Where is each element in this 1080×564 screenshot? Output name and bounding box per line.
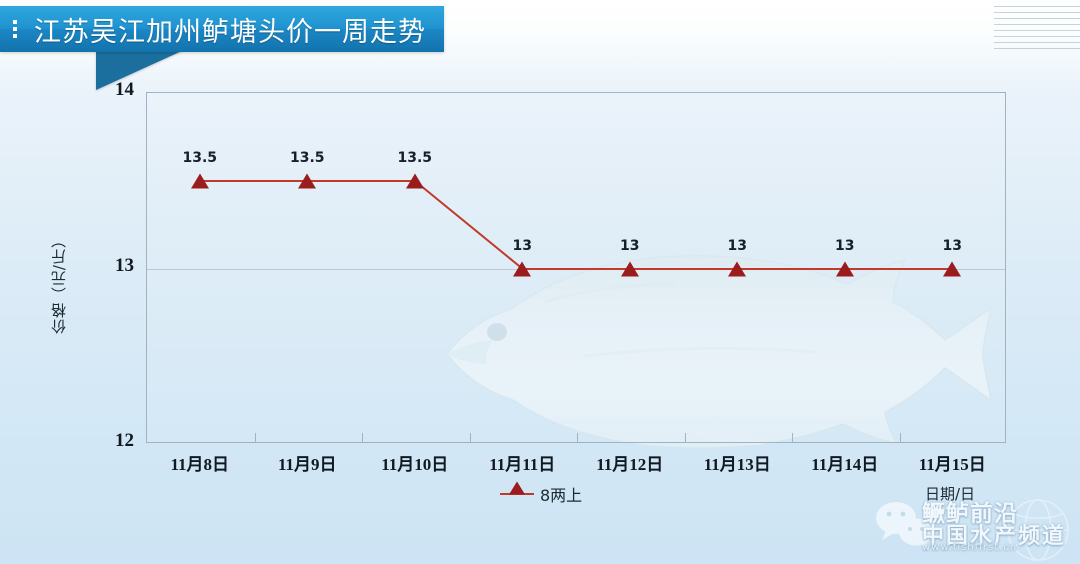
series-line-segment xyxy=(844,267,953,270)
x-axis-tick xyxy=(577,433,578,442)
data-point-marker[interactable] xyxy=(835,261,854,276)
x-axis-tick-label: 11月12日 xyxy=(596,455,664,474)
data-point-label: 13.5 xyxy=(182,149,218,166)
data-point-label: 13 xyxy=(942,237,962,254)
x-axis-tick-label: 11月8日 xyxy=(170,455,230,474)
stripes-decoration-icon xyxy=(994,6,1080,54)
series-line-segment xyxy=(199,179,308,182)
data-point-label: 13.5 xyxy=(397,149,433,166)
data-point-marker[interactable] xyxy=(728,261,747,276)
data-point-marker[interactable] xyxy=(620,261,639,276)
series-line-segment xyxy=(737,267,845,270)
dots-icon xyxy=(13,20,17,38)
x-axis-tick xyxy=(684,433,686,442)
x-axis-tick-label: 11月10日 xyxy=(381,455,449,474)
data-point-marker[interactable] xyxy=(513,261,532,276)
data-point-label: 13.5 xyxy=(289,149,325,166)
legend-item-label: 8两上 xyxy=(540,486,583,505)
data-point-marker[interactable] xyxy=(943,261,962,276)
series-line-segment xyxy=(307,179,415,182)
chart-legend[interactable]: 8两上 xyxy=(500,481,583,506)
x-axis-tick-label: 11月14日 xyxy=(811,455,879,474)
data-point-marker[interactable] xyxy=(190,173,209,189)
x-axis-tick-label: 11月15日 xyxy=(918,455,986,474)
x-axis-title: 日期/日 xyxy=(925,485,976,503)
largemouth-bass-image xyxy=(446,255,993,450)
data-point-label: 13 xyxy=(835,237,855,254)
data-point-marker[interactable] xyxy=(298,173,317,189)
x-axis-tick xyxy=(899,433,901,442)
series-line-segment xyxy=(629,267,738,270)
y-axis-tick-label: 13 xyxy=(115,254,134,276)
speech-tail-icon xyxy=(96,50,184,90)
x-axis-tick xyxy=(792,433,793,442)
x-axis-tick xyxy=(469,433,471,442)
x-axis-tick-label: 11月9日 xyxy=(277,455,337,474)
title-banner: 江苏吴江加州鲈塘头价一周走势 xyxy=(0,6,444,52)
legend-line-swatch xyxy=(500,481,534,495)
x-axis-tick xyxy=(254,433,256,442)
data-point-label: 13 xyxy=(620,237,640,254)
x-axis-tick xyxy=(362,433,363,442)
triangle-marker-icon xyxy=(509,481,525,495)
series-line-segment xyxy=(522,267,630,270)
y-axis-tick-label: 12 xyxy=(115,430,134,451)
data-point-label: 13 xyxy=(512,237,532,254)
x-axis-tick-label: 11月11日 xyxy=(489,455,556,474)
x-axis-tick-label: 11月13日 xyxy=(703,455,771,474)
data-point-label: 13 xyxy=(727,237,747,254)
page-title: 江苏吴江加州鲈塘头价一周走势 xyxy=(34,16,426,48)
y-axis-title: 价格（元/斤） xyxy=(50,232,68,335)
data-point-marker[interactable] xyxy=(405,173,424,189)
